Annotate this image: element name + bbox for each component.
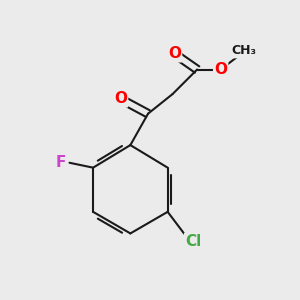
Text: CH₃: CH₃ bbox=[232, 44, 257, 57]
Text: F: F bbox=[56, 155, 66, 170]
Text: O: O bbox=[114, 92, 127, 106]
Text: O: O bbox=[214, 62, 227, 77]
Text: Cl: Cl bbox=[185, 234, 201, 249]
Text: O: O bbox=[168, 46, 181, 61]
